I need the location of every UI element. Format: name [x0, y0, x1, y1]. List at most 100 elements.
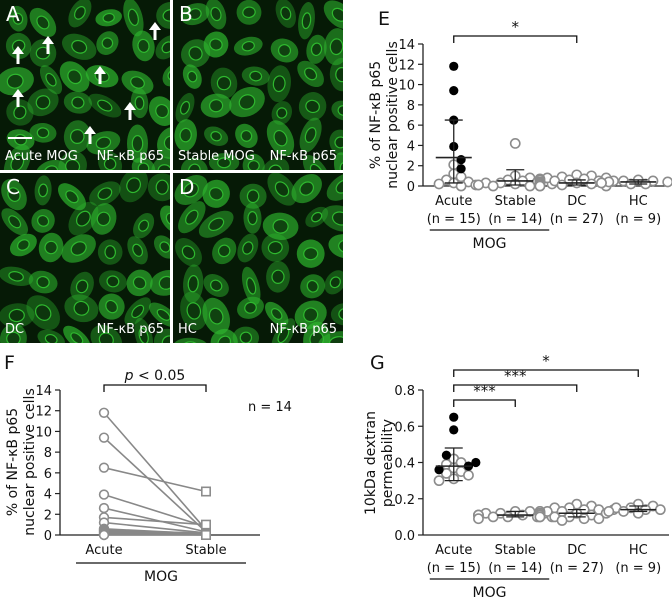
cell-nucleus [67, 69, 82, 85]
y-tick-label: 2 [407, 160, 415, 175]
cell-nucleus [334, 136, 343, 149]
arrow-head [84, 126, 96, 134]
x-category-n: (n = 9) [615, 212, 661, 227]
data-point-open [455, 180, 467, 192]
cell [291, 174, 322, 204]
cell-nucleus [181, 245, 196, 260]
cell-nucleus [247, 160, 260, 170]
cell [203, 274, 229, 297]
cell-nucleus [188, 8, 202, 21]
cell-nucleus [155, 103, 169, 119]
cell-nucleus [137, 162, 150, 170]
cell-nucleus [8, 215, 22, 229]
significance-label: p < 0.05 [124, 368, 186, 384]
panel-letter-g: G [370, 352, 385, 374]
cell-nucleus [246, 277, 257, 295]
cell [212, 237, 237, 265]
data-point-open [603, 506, 615, 517]
cell [330, 303, 343, 326]
x-category-n: (n = 14) [488, 561, 542, 576]
y-tick-label: 6 [407, 119, 415, 134]
cell-nucleus [16, 239, 30, 251]
cell [8, 5, 28, 32]
cell [242, 153, 265, 170]
cell [58, 151, 87, 170]
arrow-head [124, 102, 136, 110]
y-tick-label: 0 [407, 180, 415, 195]
cell [261, 233, 290, 262]
caption-left: Acute MOG [5, 149, 78, 164]
cell [233, 36, 263, 56]
cell [59, 61, 90, 93]
cell-image [0, 0, 170, 170]
arrow-head [149, 22, 161, 30]
data-point-open [487, 511, 499, 523]
significance-bracket [103, 384, 207, 392]
cell [239, 183, 267, 209]
y-axis-label-line: nuclear positive cells [22, 388, 38, 535]
y-tick-label: 14 [398, 38, 415, 53]
cell [127, 236, 148, 265]
pair-line [103, 412, 207, 531]
cell [39, 65, 63, 95]
arrow-head [12, 89, 24, 97]
cell [63, 91, 92, 114]
data-point-filled [449, 86, 459, 96]
cell-body [302, 154, 331, 170]
cell [299, 117, 322, 153]
data-point-filled [456, 164, 466, 174]
cell-nucleus [34, 304, 52, 321]
cell-nucleus [188, 163, 201, 170]
y-tick-label: 4 [44, 488, 52, 503]
cell [153, 235, 170, 259]
arrow-icon [149, 22, 161, 40]
data-point-open [433, 475, 445, 487]
cell-nucleus [70, 332, 84, 343]
cell [0, 266, 34, 287]
cell-nucleus [210, 6, 222, 22]
cell-nucleus [186, 302, 202, 320]
cell [96, 31, 119, 55]
x-category-label: Stable [185, 543, 226, 558]
cell [38, 232, 64, 263]
cell-nucleus [331, 211, 343, 226]
cell-nucleus [239, 331, 253, 343]
cell-nucleus [73, 6, 86, 20]
y-tick-label: 0.2 [394, 493, 415, 508]
cell-nucleus [303, 307, 319, 323]
data-point-open [473, 513, 484, 525]
cell [267, 173, 297, 206]
cell [271, 101, 293, 125]
cell [57, 183, 87, 211]
cell [236, 0, 262, 25]
y-tick-label: 0.6 [394, 420, 415, 435]
cell-nucleus [331, 7, 343, 22]
cell-nucleus [36, 127, 50, 139]
cell [243, 202, 262, 234]
data-point-open [473, 179, 484, 191]
cell-nucleus [209, 38, 223, 51]
cell-nucleus [43, 165, 59, 170]
cell-nucleus [329, 276, 341, 289]
caption-right: NF-κB p65 [96, 322, 164, 337]
cell-nucleus [337, 105, 343, 116]
data-point-open [463, 469, 474, 481]
x-category-n: (n = 27) [550, 561, 604, 576]
cell [3, 144, 31, 170]
caption-left: DC [5, 322, 25, 337]
cell-nucleus [161, 335, 170, 343]
cell-nucleus [217, 335, 232, 343]
cell [298, 92, 327, 121]
cell-nucleus [70, 241, 87, 256]
cell [132, 30, 155, 62]
cell-nucleus [71, 39, 88, 54]
x-category-label: Stable [495, 543, 536, 558]
cell [264, 301, 289, 327]
stable-point [201, 529, 212, 540]
cell [267, 65, 292, 103]
cell [157, 126, 170, 160]
cell-nucleus [301, 12, 312, 30]
cell [321, 205, 343, 232]
